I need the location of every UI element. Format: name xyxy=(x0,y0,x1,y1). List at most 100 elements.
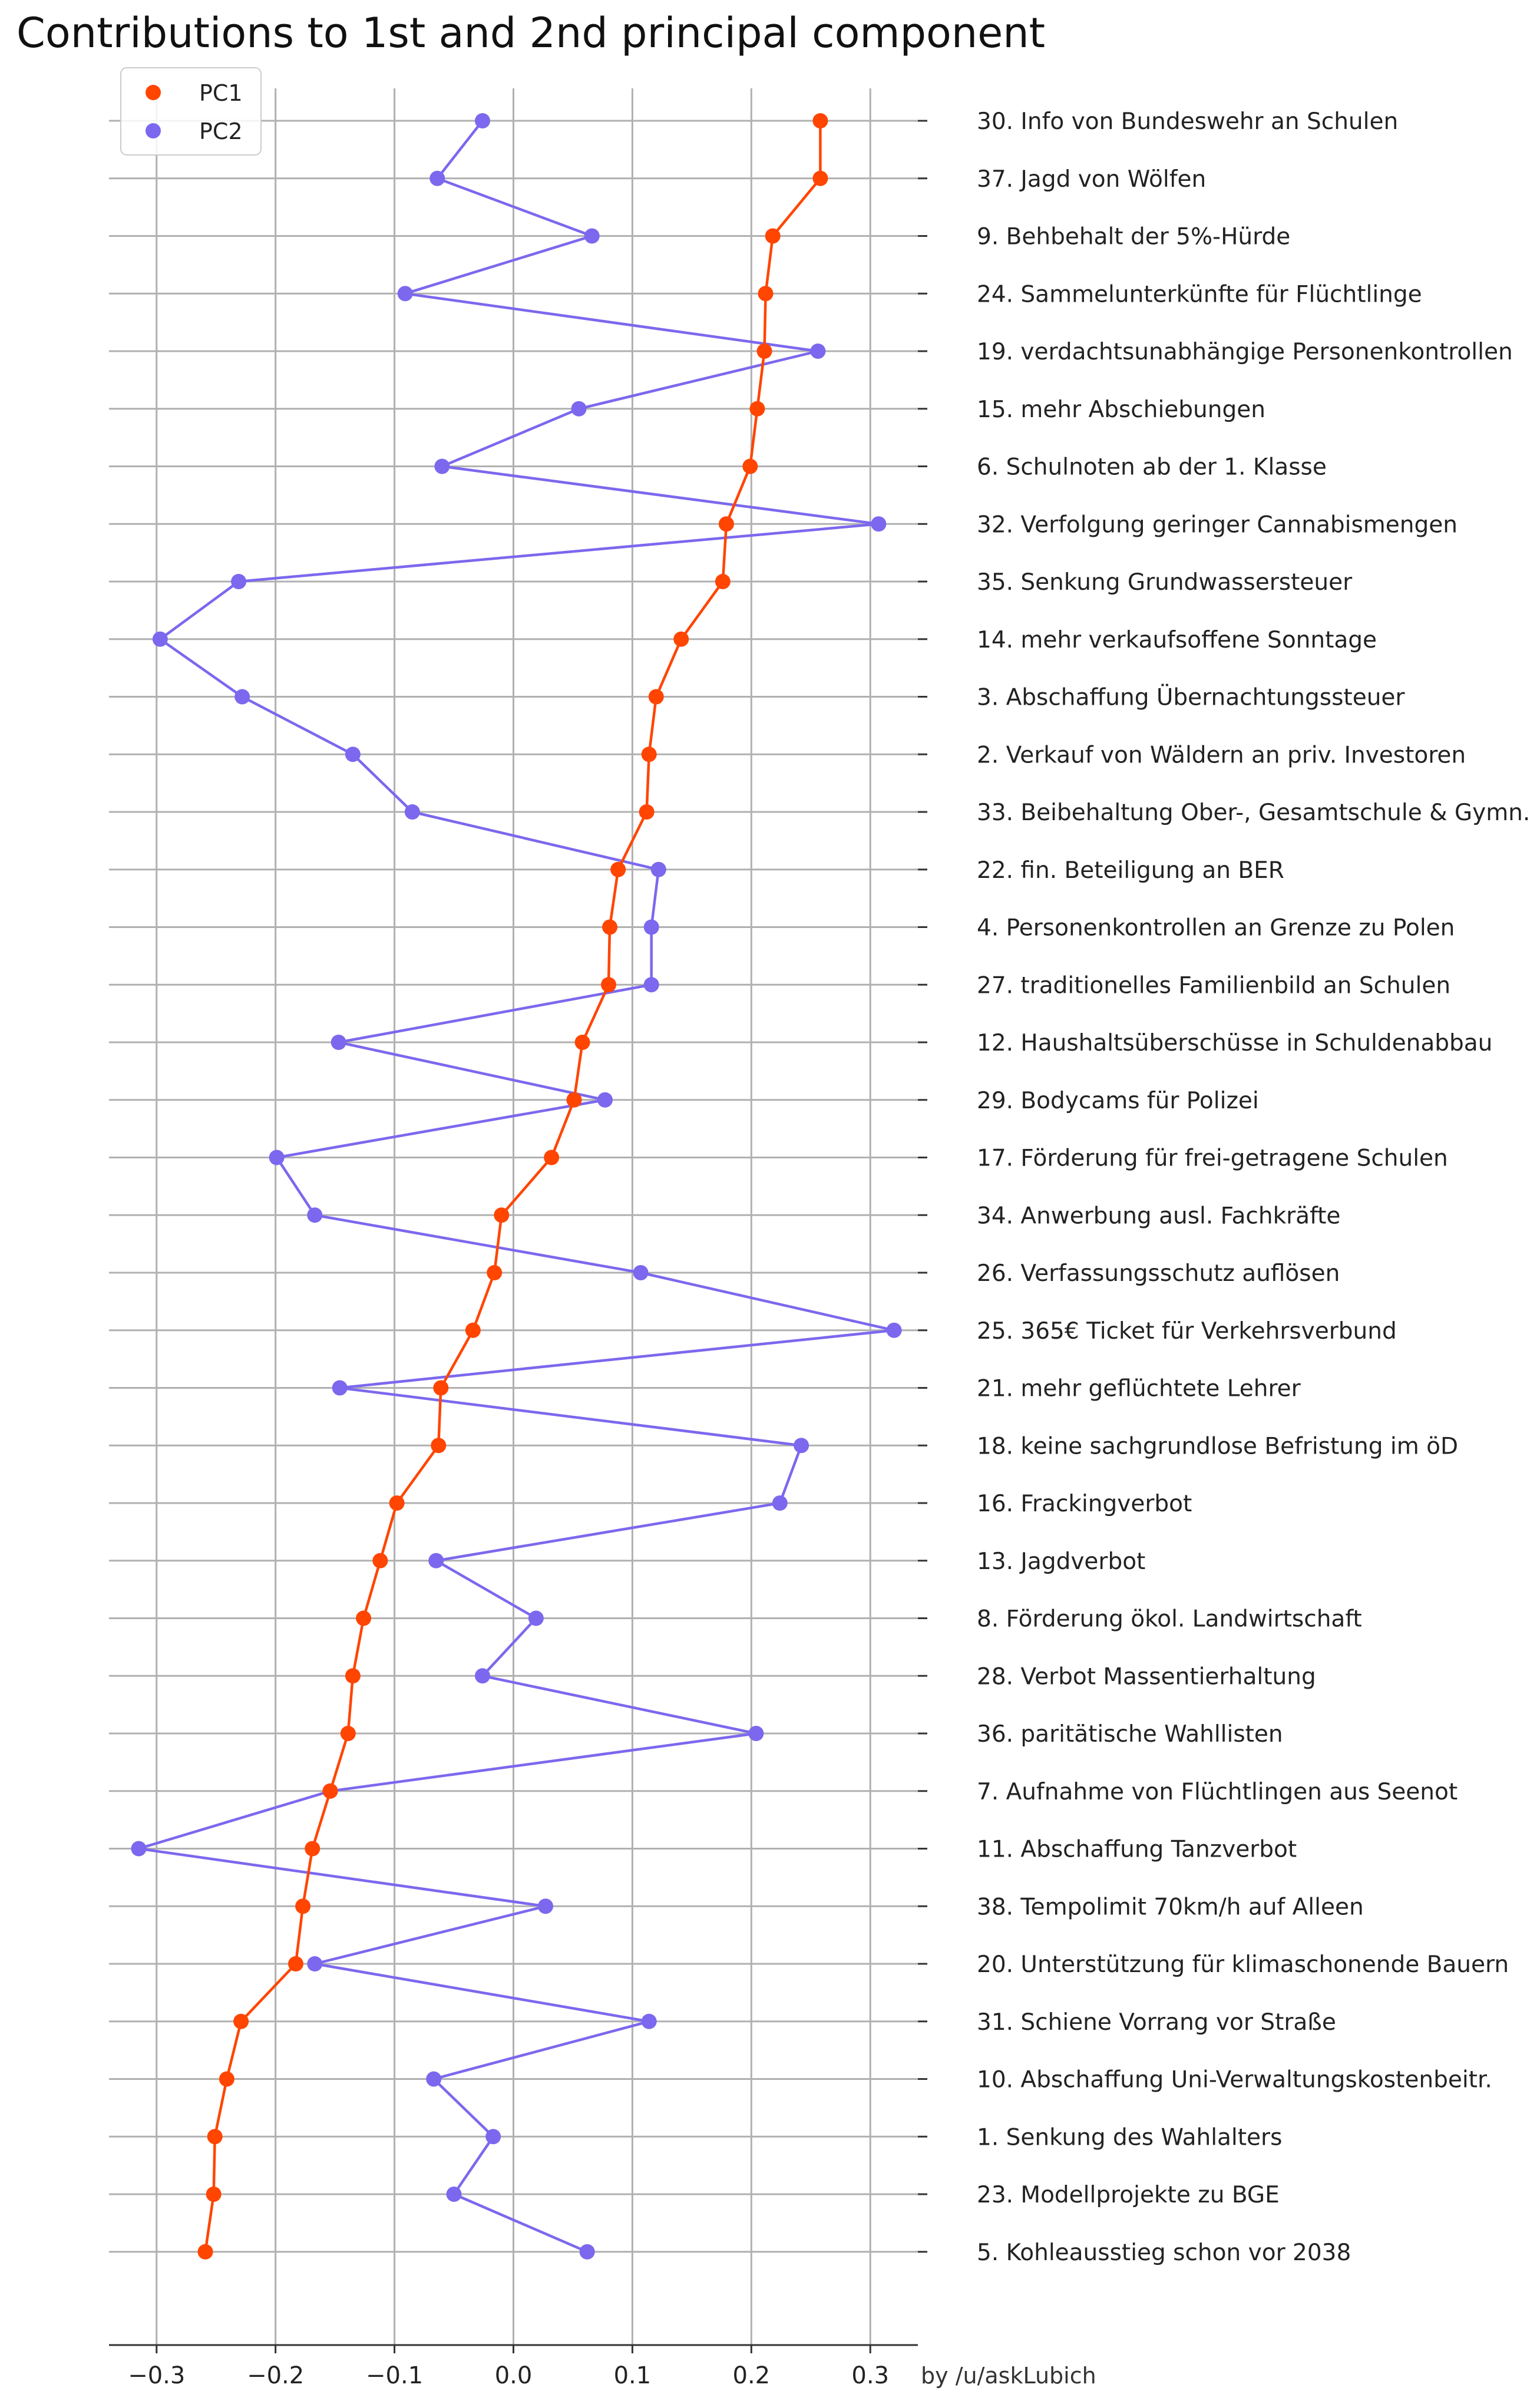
legend-marker-pc2 xyxy=(146,123,161,138)
data-point-pc1 xyxy=(295,1898,311,1914)
data-point-pc1 xyxy=(207,2129,223,2145)
x-tick-label: 0.3 xyxy=(851,2362,889,2389)
category-label: 24. Sammelunterkünfte für Flüchtlinge xyxy=(977,281,1422,308)
x-tick-label: −0.1 xyxy=(366,2362,423,2389)
data-point-pc2 xyxy=(597,1092,613,1108)
category-label: 8. Förderung ökol. Landwirtschaft xyxy=(977,1606,1362,1633)
data-point-pc2 xyxy=(584,228,600,244)
category-labels: 30. Info von Bundeswehr an Schulen 37. Ja… xyxy=(918,108,1530,2266)
data-point-pc1 xyxy=(648,689,664,705)
data-point-pc1 xyxy=(641,747,657,762)
credit-text: by /u/askLubich xyxy=(921,2363,1096,2389)
data-point-pc2 xyxy=(886,1322,902,1338)
x-tick-label: 0.1 xyxy=(614,2362,652,2389)
data-point-pc2 xyxy=(538,1898,554,1914)
data-point-pc2 xyxy=(650,861,666,877)
data-point-pc2 xyxy=(748,1726,764,1741)
data-point-pc2 xyxy=(131,1841,147,1857)
data-point-pc1 xyxy=(639,804,655,820)
data-point-pc1 xyxy=(718,516,734,532)
series xyxy=(131,113,902,2260)
category-label: 26. Verfassungsschutz auflösen xyxy=(977,1260,1340,1287)
category-label: 30. Info von Bundeswehr an Schulen xyxy=(977,108,1398,135)
data-point-pc1 xyxy=(812,170,828,186)
category-label: 13. Jagdverbot xyxy=(977,1548,1145,1575)
category-label: 38. Tempolimit 70km/h auf Alleen xyxy=(977,1894,1364,1920)
data-point-pc1 xyxy=(601,977,617,993)
data-point-pc2 xyxy=(345,747,361,762)
category-label: 11. Abschaffung Tanzverbot xyxy=(977,1837,1297,1863)
data-point-pc1 xyxy=(574,1035,590,1050)
category-label: 25. 365€ Ticket für Verkehrsverbund xyxy=(977,1318,1397,1345)
data-point-pc1 xyxy=(356,1610,372,1626)
category-label: 37. Jagd von Wölfen xyxy=(977,166,1206,193)
category-label: 18. keine sachgrundlose Befristung im öD xyxy=(977,1433,1458,1459)
category-label: 16. Frackingverbot xyxy=(977,1491,1192,1517)
category-label: 4. Personenkontrollen an Grenze zu Polen xyxy=(977,915,1455,942)
data-point-pc2 xyxy=(307,1956,323,1971)
data-point-pc2 xyxy=(446,2187,462,2202)
data-point-pc1 xyxy=(749,401,765,417)
data-point-pc1 xyxy=(758,286,774,302)
category-label: 19. verdachtsunabhängige Personenkontrol… xyxy=(977,339,1513,365)
x-tick-label: 0.2 xyxy=(733,2362,771,2389)
category-label: 1. Senkung des Wahlalters xyxy=(977,2124,1282,2151)
data-point-pc2 xyxy=(810,344,826,359)
data-point-pc2 xyxy=(485,2129,501,2145)
category-label: 6. Schulnoten ab der 1. Klasse xyxy=(977,454,1327,481)
series-line-pc1 xyxy=(204,121,822,2253)
data-point-pc1 xyxy=(742,458,758,474)
category-label: 2. Verkauf von Wäldern an priv. Investor… xyxy=(977,742,1466,768)
data-point-pc1 xyxy=(431,1438,447,1454)
data-point-pc2 xyxy=(772,1495,788,1511)
category-label: 28. Verbot Massentierhaltung xyxy=(977,1663,1316,1690)
data-point-pc1 xyxy=(673,631,689,647)
category-label: 3. Abschaffung Übernachtungssteuer xyxy=(977,684,1405,711)
category-label: 22. fin. Beteiligung an BER xyxy=(977,857,1284,884)
data-point-pc1 xyxy=(765,228,781,244)
data-point-pc2 xyxy=(643,919,659,935)
data-point-pc2 xyxy=(475,113,491,128)
legend: PC1 PC2 xyxy=(120,67,262,156)
data-point-pc1 xyxy=(219,2071,234,2087)
data-point-pc1 xyxy=(544,1150,560,1165)
legend-label-pc1: PC1 xyxy=(199,80,243,106)
data-point-pc1 xyxy=(389,1495,405,1511)
data-point-pc2 xyxy=(528,1610,544,1626)
data-point-pc1 xyxy=(487,1265,503,1280)
data-point-pc2 xyxy=(269,1150,285,1165)
data-point-pc1 xyxy=(233,2013,249,2029)
data-point-pc1 xyxy=(288,1956,304,1971)
category-label: 5. Kohleausstieg schon vor 2038 xyxy=(977,2240,1351,2266)
data-point-pc2 xyxy=(794,1438,809,1454)
data-point-pc1 xyxy=(465,1322,481,1338)
data-point-pc2 xyxy=(633,1265,649,1280)
data-point-pc2 xyxy=(231,574,247,589)
legend-label-pc2: PC2 xyxy=(199,118,243,144)
category-label: 27. traditionelles Familienbild an Schul… xyxy=(977,972,1450,999)
category-label: 31. Schiene Vorrang vor Straße xyxy=(977,2009,1336,2036)
data-point-pc1 xyxy=(756,344,772,359)
category-label: 32. Verfolgung geringer Cannabismengen xyxy=(977,511,1458,538)
category-label: 14. mehr verkaufsoffene Sonntage xyxy=(977,627,1377,653)
data-point-pc1 xyxy=(812,113,828,128)
data-point-pc1 xyxy=(206,2187,222,2202)
category-label: 21. mehr geflüchtete Lehrer xyxy=(977,1376,1301,1402)
data-point-pc1 xyxy=(322,1783,338,1799)
category-label: 17. Förderung für frei-getragene Schulen xyxy=(977,1145,1448,1172)
data-point-pc2 xyxy=(404,804,420,820)
category-label: 9. Behbehalt der 5%-Hürde xyxy=(977,224,1290,250)
data-point-pc1 xyxy=(372,1553,388,1568)
data-point-pc2 xyxy=(871,516,887,532)
data-point-pc2 xyxy=(307,1207,323,1223)
data-point-pc1 xyxy=(566,1092,582,1108)
data-point-pc1 xyxy=(610,861,626,877)
data-point-pc2 xyxy=(331,1035,346,1050)
data-point-pc1 xyxy=(340,1726,356,1741)
data-point-pc1 xyxy=(715,574,731,589)
category-label: 29. Bodycams für Polizei xyxy=(977,1088,1259,1114)
category-label: 23. Modellprojekte zu BGE xyxy=(977,2182,1280,2208)
category-label: 15. mehr Abschiebungen xyxy=(977,397,1265,423)
data-point-pc2 xyxy=(434,458,450,474)
